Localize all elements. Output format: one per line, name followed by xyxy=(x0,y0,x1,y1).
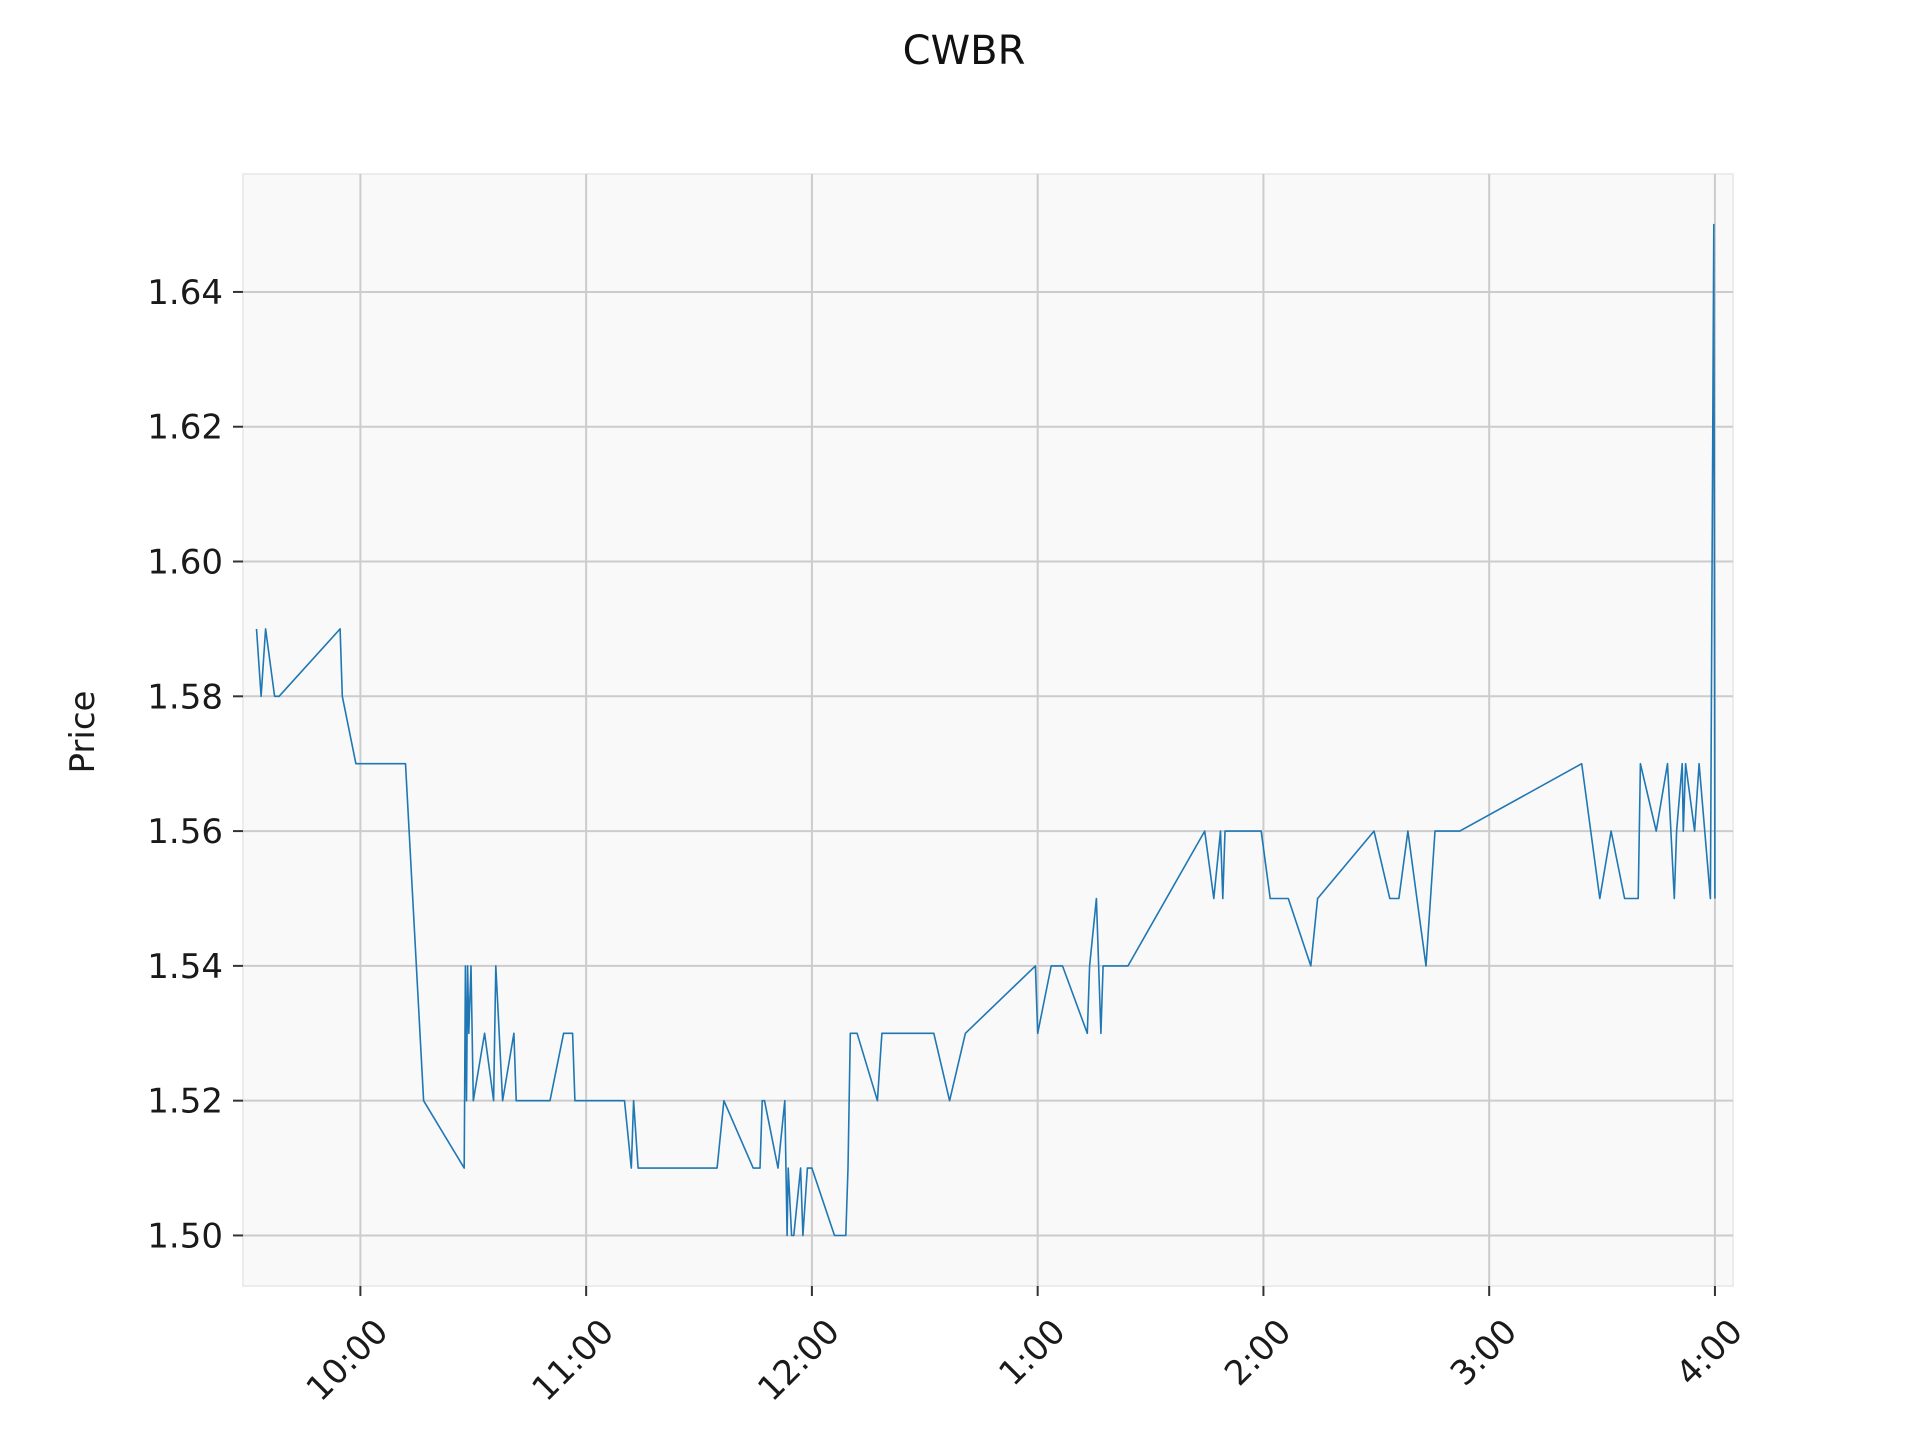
y-tick-label: 1.50 xyxy=(147,1216,223,1256)
x-tick-label: 4:00 xyxy=(1669,1312,1751,1394)
y-tick-label: 1.62 xyxy=(147,408,223,448)
chart-title: CWBR xyxy=(903,28,1026,74)
x-tick-label: 2:00 xyxy=(1217,1312,1299,1394)
y-axis: 1.50 1.52 1.54 1.56 1.58 1.60 1.62 1.64 xyxy=(147,273,243,1256)
x-tick-label: 12:00 xyxy=(750,1312,848,1410)
x-tick-label: 1:00 xyxy=(991,1312,1073,1394)
y-tick-label: 1.60 xyxy=(147,543,223,583)
plot-area xyxy=(242,173,1734,1287)
price-series-line xyxy=(255,223,1716,1237)
x-tick-label: 3:00 xyxy=(1443,1312,1525,1394)
x-tick-label: 10:00 xyxy=(299,1312,397,1410)
y-tick-label: 1.58 xyxy=(147,677,223,717)
y-tick-label: 1.64 xyxy=(147,273,223,313)
y-tick-label: 1.52 xyxy=(147,1082,223,1122)
x-tick-label: 11:00 xyxy=(524,1312,622,1410)
y-tick-label: 1.56 xyxy=(147,812,223,852)
x-axis: 10:00 11:00 12:00 1:00 2:00 3:00 4:00 xyxy=(299,1286,1751,1409)
y-tick-label: 1.54 xyxy=(147,947,223,987)
grid-lines xyxy=(243,174,1733,1286)
y-axis-label: Price xyxy=(63,691,103,774)
